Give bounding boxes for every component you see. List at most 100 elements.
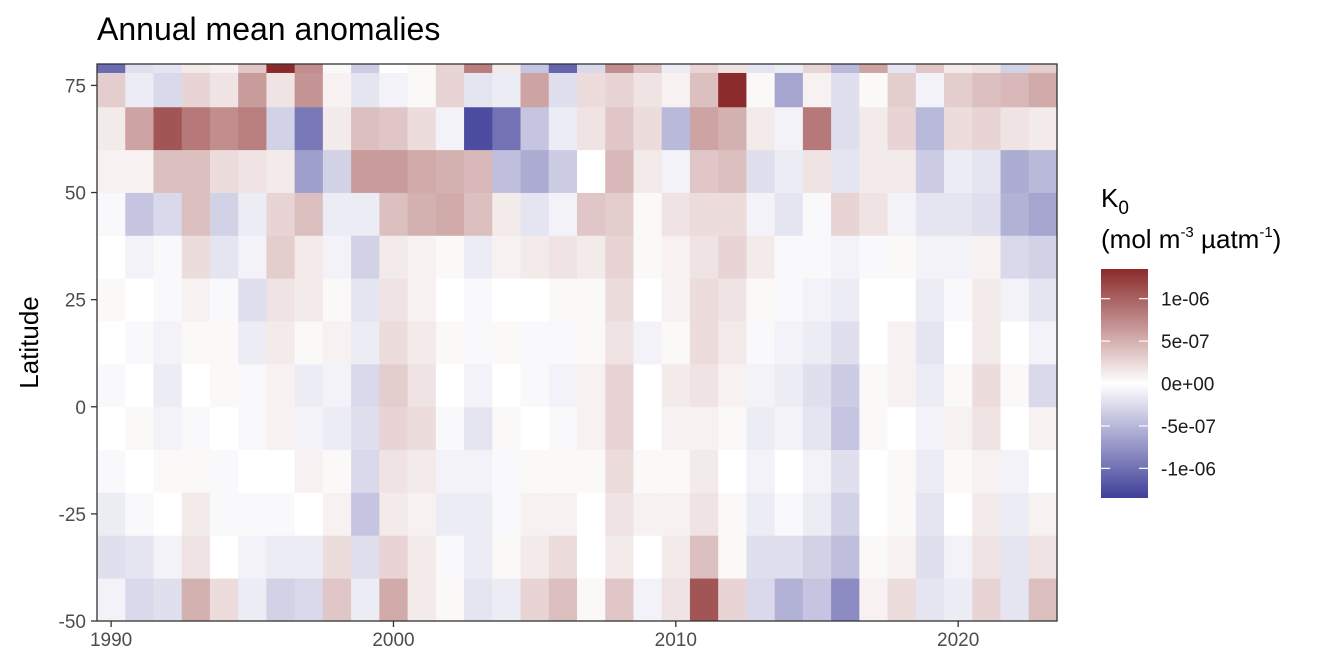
heatmap-cell bbox=[379, 492, 408, 536]
heatmap-cell bbox=[379, 72, 408, 108]
heatmap-cell bbox=[181, 72, 211, 108]
heatmap-cell bbox=[831, 235, 860, 279]
heatmap-cell bbox=[548, 535, 578, 579]
heatmap-cell bbox=[1028, 406, 1058, 451]
heatmap-cell bbox=[633, 449, 663, 493]
heatmap-cell bbox=[831, 149, 860, 193]
heatmap-cell bbox=[915, 406, 945, 451]
heatmap-cell bbox=[181, 535, 211, 579]
legend-title: K0 bbox=[1101, 183, 1129, 219]
heatmap-cell bbox=[1028, 321, 1058, 365]
heatmap-cell bbox=[774, 64, 804, 73]
legend-tick-label: 1e-06 bbox=[1161, 290, 1210, 311]
heatmap-cell bbox=[887, 64, 917, 73]
heatmap-cell bbox=[548, 578, 578, 622]
heatmap-cell bbox=[153, 406, 183, 451]
heatmap-cell bbox=[181, 578, 211, 622]
heatmap-cell bbox=[746, 321, 776, 365]
heatmap-cell bbox=[520, 235, 550, 279]
heatmap-cell bbox=[915, 449, 945, 493]
heatmap-cell bbox=[266, 192, 296, 236]
heatmap-cell bbox=[548, 106, 578, 151]
legend-tick-label: 0e+00 bbox=[1161, 375, 1214, 396]
heatmap-cell bbox=[605, 235, 634, 279]
heatmap-cell bbox=[915, 363, 945, 408]
heatmap-cell bbox=[492, 64, 521, 73]
heatmap-cell bbox=[802, 406, 832, 451]
heatmap-cell bbox=[351, 64, 380, 73]
heatmap-cell bbox=[520, 578, 550, 622]
heatmap-cell bbox=[153, 278, 183, 322]
heatmap-cell bbox=[577, 578, 606, 622]
heatmap-cell bbox=[379, 149, 408, 193]
legend-tick-label: -1e-06 bbox=[1161, 459, 1216, 480]
heatmap-cell bbox=[322, 235, 352, 279]
heatmap-cell bbox=[746, 278, 776, 322]
heatmap-cell bbox=[633, 64, 663, 73]
heatmap-cell bbox=[859, 278, 888, 322]
heatmap-cell bbox=[633, 149, 663, 193]
heatmap-cell bbox=[915, 321, 945, 365]
heatmap-cell bbox=[1028, 192, 1058, 236]
heatmap-cell bbox=[944, 278, 973, 322]
y-tick-label: 75 bbox=[65, 76, 86, 97]
heatmap-cell bbox=[266, 578, 296, 622]
heatmap-cell bbox=[492, 363, 521, 408]
heatmap-cell bbox=[774, 535, 804, 579]
heatmap-cell bbox=[407, 535, 437, 579]
heatmap-cell bbox=[322, 363, 352, 408]
heatmap-cell bbox=[153, 363, 183, 408]
heatmap-cell bbox=[774, 449, 804, 493]
heatmap-cell bbox=[915, 106, 945, 151]
heatmap-cell bbox=[464, 235, 493, 279]
heatmap-cell bbox=[294, 578, 324, 622]
heatmap-cell bbox=[944, 106, 973, 151]
heatmap-cell bbox=[266, 535, 296, 579]
heatmap-cell bbox=[125, 149, 154, 193]
legend-tick-label: -5e-07 bbox=[1161, 417, 1216, 438]
heatmap-cell bbox=[379, 363, 408, 408]
heatmap-cell bbox=[125, 406, 154, 451]
heatmap-cell bbox=[859, 235, 888, 279]
heatmap-cell bbox=[1000, 278, 1030, 322]
heatmap-cell bbox=[774, 149, 804, 193]
heatmap-cell bbox=[548, 72, 578, 108]
heatmap-cell bbox=[294, 321, 324, 365]
heatmap-cell bbox=[322, 149, 352, 193]
heatmap-cell bbox=[464, 321, 493, 365]
heatmap-cell bbox=[379, 535, 408, 579]
heatmap-cell bbox=[972, 149, 1001, 193]
heatmap-cell bbox=[464, 492, 493, 536]
heatmap-cell bbox=[266, 492, 296, 536]
heatmap-cell bbox=[746, 106, 776, 151]
heatmap-cell bbox=[577, 235, 606, 279]
heatmap-cell bbox=[435, 321, 465, 365]
heatmap-cell bbox=[1028, 535, 1058, 579]
heatmap-cell bbox=[831, 578, 860, 622]
heatmap-cell bbox=[802, 235, 832, 279]
heatmap-cell bbox=[633, 72, 663, 108]
heatmap-cell bbox=[689, 106, 719, 151]
heatmap-cell bbox=[689, 321, 719, 365]
heatmap-cell bbox=[435, 64, 465, 73]
heatmap-cell bbox=[153, 64, 183, 73]
heatmap-cell bbox=[915, 149, 945, 193]
heatmap-cell bbox=[802, 278, 832, 322]
heatmap-cell bbox=[294, 278, 324, 322]
heatmap-cell bbox=[689, 449, 719, 493]
heatmap-cell bbox=[322, 492, 352, 536]
heatmap-cell bbox=[1028, 149, 1058, 193]
heatmap-cell bbox=[972, 235, 1001, 279]
heatmap-cell bbox=[746, 363, 776, 408]
heatmap-cell bbox=[435, 449, 465, 493]
heatmap-cell bbox=[266, 235, 296, 279]
heatmap-cell bbox=[1028, 278, 1058, 322]
heatmap-cell bbox=[972, 278, 1001, 322]
heatmap-cell bbox=[294, 363, 324, 408]
heatmap-cell bbox=[746, 64, 776, 73]
heatmap-cell bbox=[831, 321, 860, 365]
heatmap-cell bbox=[351, 149, 380, 193]
heatmap-cell bbox=[605, 106, 634, 151]
heatmap-cell bbox=[181, 449, 211, 493]
heatmap-cell bbox=[407, 406, 437, 451]
